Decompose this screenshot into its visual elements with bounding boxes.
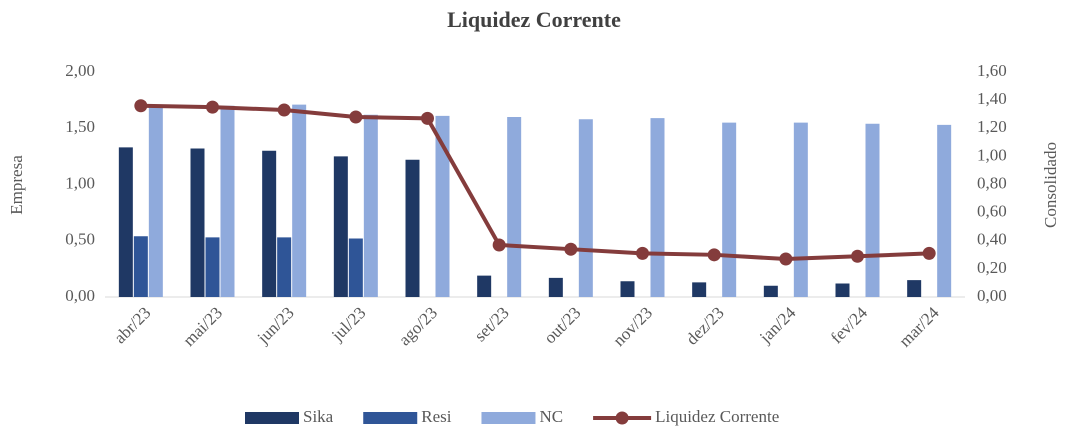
bar bbox=[907, 280, 922, 297]
bar bbox=[435, 115, 450, 297]
chart-title: Liquidez Corrente bbox=[447, 7, 621, 32]
line bbox=[140, 103, 930, 262]
x-tick-label: dez/23 bbox=[682, 303, 727, 348]
legend-swatch bbox=[245, 412, 299, 424]
bar bbox=[650, 118, 665, 297]
y-axis-title: Empresa bbox=[7, 155, 26, 215]
y-tick-label: 1,00 bbox=[65, 173, 95, 192]
bar bbox=[277, 237, 292, 297]
bar bbox=[692, 282, 707, 297]
x-tick-label: mai/23 bbox=[179, 303, 226, 350]
bar bbox=[133, 236, 148, 297]
x-tick-label: jul/23 bbox=[327, 303, 369, 345]
line-marker bbox=[851, 249, 864, 263]
x-tick-label: mar/24 bbox=[895, 303, 943, 351]
line-marker bbox=[922, 246, 936, 260]
line-marker bbox=[206, 100, 219, 114]
y-tick-label: 1,50 bbox=[65, 117, 95, 136]
bar bbox=[148, 104, 163, 297]
line-marker bbox=[564, 242, 578, 256]
y2-tick-label: 1,60 bbox=[977, 61, 1007, 80]
bar bbox=[835, 283, 850, 297]
bar bbox=[205, 237, 220, 297]
bar bbox=[937, 124, 952, 297]
y-tick-label: 0,50 bbox=[65, 230, 95, 249]
bar bbox=[477, 275, 492, 297]
y2-tick-label: 0,60 bbox=[977, 202, 1007, 221]
bar bbox=[793, 122, 808, 297]
bar bbox=[190, 148, 205, 297]
bar bbox=[118, 147, 133, 297]
legend-label: NC bbox=[539, 407, 563, 426]
x-tick-label: fev/24 bbox=[827, 303, 871, 347]
legend-marker bbox=[615, 411, 629, 425]
y-tick-label: 0,00 bbox=[65, 286, 95, 305]
x-tick-label: set/23 bbox=[471, 303, 513, 345]
y2-tick-label: 0,80 bbox=[977, 173, 1007, 192]
legend-swatch bbox=[481, 412, 536, 424]
legend-label: Liquidez Corrente bbox=[655, 407, 779, 426]
bar bbox=[548, 277, 563, 297]
bar bbox=[348, 238, 363, 297]
line-marker bbox=[707, 248, 721, 262]
bar bbox=[578, 119, 593, 297]
y-tick-label: 2,00 bbox=[65, 61, 95, 80]
bar bbox=[262, 150, 277, 297]
bar bbox=[620, 281, 635, 297]
x-tick-label: nov/23 bbox=[609, 303, 656, 350]
bar bbox=[507, 117, 522, 297]
x-tick-label: out/23 bbox=[540, 303, 584, 347]
x-tick-label: ago/23 bbox=[395, 303, 441, 349]
line-marker bbox=[277, 103, 291, 117]
y2-tick-label: 0,20 bbox=[977, 258, 1007, 277]
bar bbox=[405, 159, 420, 297]
bar bbox=[763, 285, 778, 297]
x-tick-label: jun/23 bbox=[253, 303, 298, 348]
line-marker bbox=[134, 99, 148, 113]
line-marker bbox=[779, 252, 793, 266]
legend-swatch bbox=[363, 412, 418, 424]
y2-tick-label: 0,40 bbox=[977, 230, 1007, 249]
line-marker bbox=[492, 238, 506, 252]
legend-label: Sika bbox=[303, 407, 334, 426]
y2-tick-label: 1,40 bbox=[977, 89, 1007, 108]
x-tick-label: abr/23 bbox=[110, 303, 154, 347]
bar bbox=[292, 104, 307, 297]
y2-tick-label: 1,20 bbox=[977, 117, 1007, 136]
bar bbox=[363, 114, 378, 297]
line-marker bbox=[636, 246, 649, 260]
line-marker bbox=[421, 111, 434, 125]
y2-axis-title: Consolidado bbox=[1041, 142, 1060, 228]
bar bbox=[220, 105, 235, 297]
bar bbox=[333, 156, 348, 297]
x-tick-label: jan/24 bbox=[755, 303, 800, 348]
y2-tick-label: 0,00 bbox=[977, 286, 1007, 305]
legend-label: Resi bbox=[421, 407, 452, 426]
y2-tick-label: 1,00 bbox=[977, 145, 1007, 164]
bar bbox=[865, 123, 880, 297]
bar bbox=[722, 122, 737, 297]
line-marker bbox=[349, 110, 363, 124]
